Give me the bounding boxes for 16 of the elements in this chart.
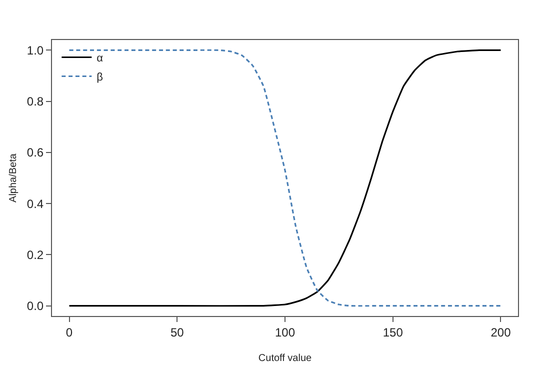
line-series bbox=[68, 49, 502, 307]
y-tick-label: 0.2 bbox=[26, 248, 44, 262]
x-tick-label: 100 bbox=[274, 325, 296, 340]
x-tick-label: 200 bbox=[490, 325, 512, 340]
y-tick-label: 0.4 bbox=[26, 196, 44, 211]
x-tick-label: 150 bbox=[382, 325, 404, 340]
y-tick-label: 0.8 bbox=[26, 94, 44, 109]
y-tick-label: 0.0 bbox=[26, 298, 44, 313]
y-tick-label: 0.6 bbox=[26, 146, 44, 160]
y-tick-label: 1.0 bbox=[26, 43, 44, 58]
legend-label: β bbox=[96, 72, 103, 84]
legend-label: α bbox=[96, 52, 104, 65]
y-axis-title: Alpha/Beta bbox=[8, 153, 19, 202]
x-tick-label: 0 bbox=[66, 325, 73, 340]
x-axis-title: Cutoff value bbox=[258, 352, 312, 364]
x-tick-label: 50 bbox=[170, 325, 184, 340]
